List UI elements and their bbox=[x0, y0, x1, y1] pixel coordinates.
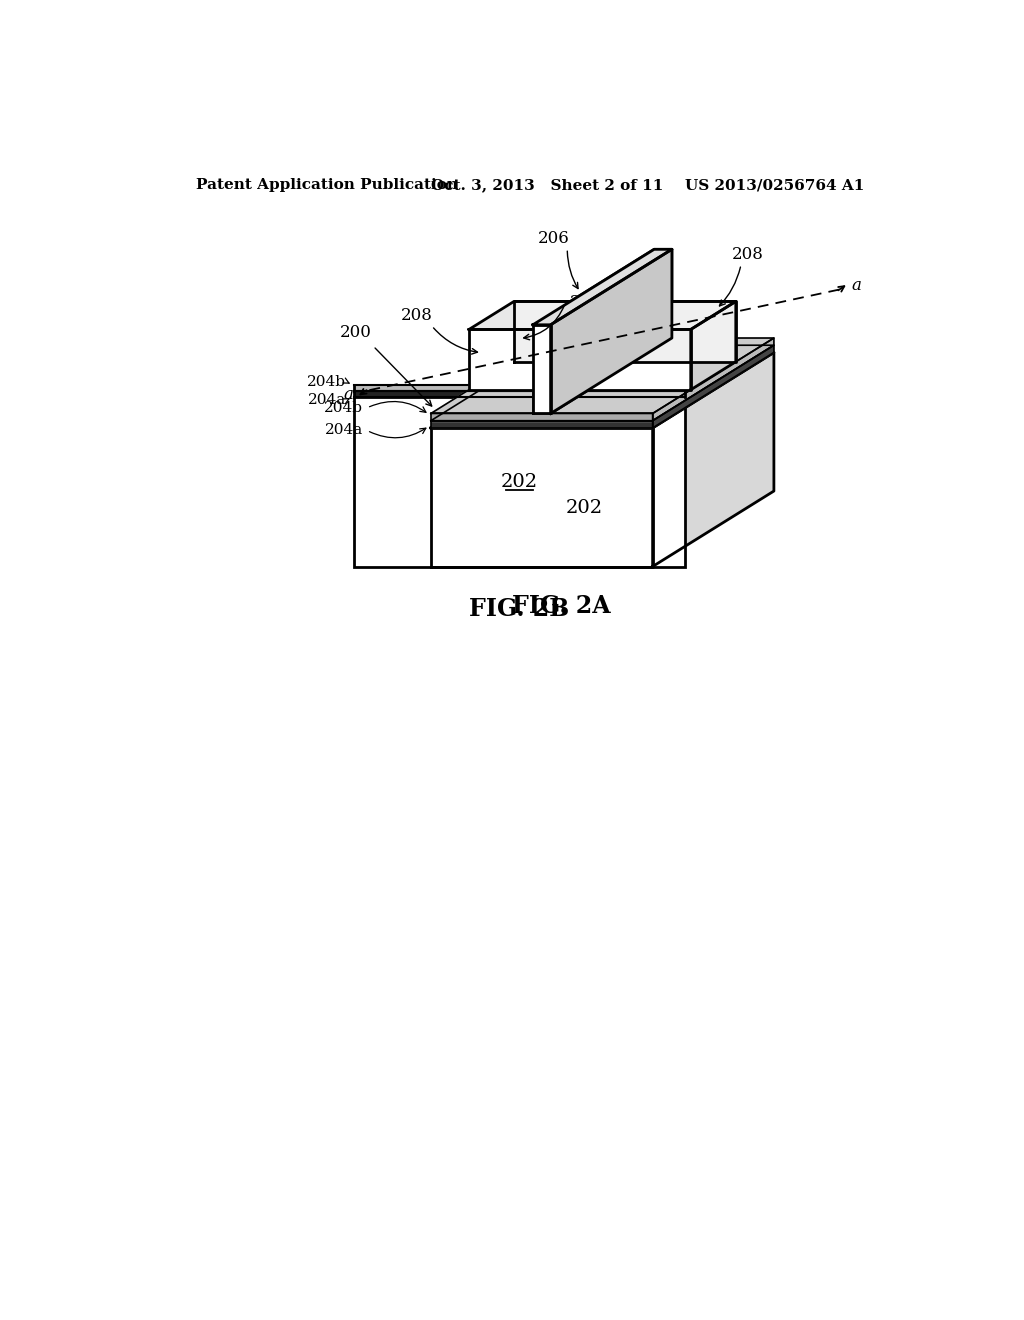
Text: US 2013/0256764 A1: US 2013/0256764 A1 bbox=[685, 178, 864, 193]
Polygon shape bbox=[652, 338, 774, 421]
Polygon shape bbox=[431, 346, 774, 421]
Polygon shape bbox=[469, 330, 691, 389]
Polygon shape bbox=[691, 301, 736, 389]
Text: 206: 206 bbox=[538, 230, 569, 247]
Polygon shape bbox=[551, 249, 672, 413]
Polygon shape bbox=[532, 249, 672, 325]
Polygon shape bbox=[431, 421, 652, 428]
Bar bbox=[507, 327, 531, 385]
Polygon shape bbox=[551, 249, 672, 413]
Bar bbox=[354, 391, 685, 397]
Polygon shape bbox=[532, 325, 551, 413]
Polygon shape bbox=[431, 413, 652, 421]
Polygon shape bbox=[652, 352, 774, 566]
Polygon shape bbox=[514, 301, 736, 362]
Text: FIG. 2B: FIG. 2B bbox=[469, 597, 569, 620]
Text: 202: 202 bbox=[566, 499, 603, 517]
Polygon shape bbox=[532, 325, 551, 413]
Text: 204b: 204b bbox=[325, 401, 364, 414]
Text: 204a: 204a bbox=[308, 393, 346, 407]
Polygon shape bbox=[431, 428, 652, 566]
Polygon shape bbox=[532, 249, 672, 325]
Text: 204a: 204a bbox=[325, 424, 364, 437]
Polygon shape bbox=[431, 338, 774, 413]
Text: Patent Application Publication: Patent Application Publication bbox=[196, 178, 458, 193]
Polygon shape bbox=[431, 352, 774, 428]
Text: 208: 208 bbox=[400, 308, 432, 325]
Text: 204b: 204b bbox=[307, 375, 346, 388]
Text: a: a bbox=[851, 277, 861, 294]
Text: 202: 202 bbox=[501, 473, 538, 491]
Text: Oct. 3, 2013   Sheet 2 of 11: Oct. 3, 2013 Sheet 2 of 11 bbox=[431, 178, 664, 193]
Text: 200: 200 bbox=[340, 325, 372, 342]
Polygon shape bbox=[652, 346, 774, 428]
Text: 208: 208 bbox=[731, 246, 763, 263]
Text: 206: 206 bbox=[569, 294, 601, 312]
Bar bbox=[354, 385, 685, 391]
Text: FIG. 2A: FIG. 2A bbox=[512, 594, 610, 618]
Text: a: a bbox=[344, 387, 353, 404]
Polygon shape bbox=[469, 301, 736, 330]
Bar bbox=[354, 397, 685, 566]
